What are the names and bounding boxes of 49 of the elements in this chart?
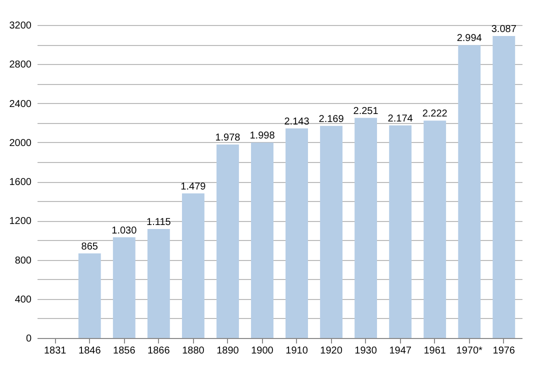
bar [112, 237, 136, 338]
y-tick-label: 1600 [9, 177, 32, 188]
x-tick-label: 1866 [148, 346, 170, 356]
y-tick-label: 400 [14, 294, 32, 306]
x-tick-label: 1890 [216, 346, 240, 356]
x-tick-label: 1961 [424, 346, 446, 356]
bar [492, 36, 516, 338]
y-tick-label: 2000 [9, 138, 32, 149]
x-tick-label: 1846 [78, 346, 102, 356]
x-tick-label: 1910 [286, 346, 308, 356]
data-label: 2.174 [388, 113, 414, 124]
data-label: 2.169 [318, 114, 344, 125]
bar [216, 144, 239, 338]
x-tick-label: 1831 [44, 346, 67, 356]
data-label: 865 [81, 241, 98, 252]
bar [182, 193, 204, 338]
bar [286, 128, 308, 338]
data-label: 2.251 [353, 106, 379, 117]
x-tick-label: 1930 [354, 346, 378, 356]
x-tick-label: 1920 [320, 346, 343, 356]
data-label: 3.087 [491, 24, 517, 36]
x-tick-label: 1900 [251, 346, 274, 356]
bar [354, 118, 378, 338]
x-tick-label: 1880 [182, 346, 205, 356]
x-tick-label: 1947 [389, 346, 412, 356]
data-label: 2.143 [284, 116, 310, 128]
x-tick-label: 1970* [456, 346, 483, 356]
data-label: 1.030 [112, 225, 138, 236]
bar [389, 125, 412, 338]
y-tick-label: 0 [26, 334, 32, 344]
data-label: 1.978 [215, 132, 241, 144]
y-tick-label: 2400 [9, 98, 32, 110]
data-label: 2.222 [422, 108, 448, 120]
y-tick-label: 1200 [9, 216, 32, 228]
bar [251, 142, 274, 338]
bar [147, 228, 170, 338]
data-label: 1.115 [146, 216, 172, 228]
y-tick-label: 3200 [9, 20, 32, 32]
x-tick-label: 1856 [113, 346, 136, 356]
data-label: 1.479 [180, 181, 206, 192]
y-tick-label: 2800 [9, 60, 32, 71]
bar [458, 45, 481, 338]
data-label: 1.998 [250, 130, 276, 142]
x-tick-label: 1976 [492, 346, 516, 356]
bar [78, 253, 101, 338]
data-label: 2.994 [456, 33, 482, 44]
bar [320, 126, 342, 338]
bar [424, 120, 446, 338]
y-tick-label: 800 [14, 255, 32, 266]
